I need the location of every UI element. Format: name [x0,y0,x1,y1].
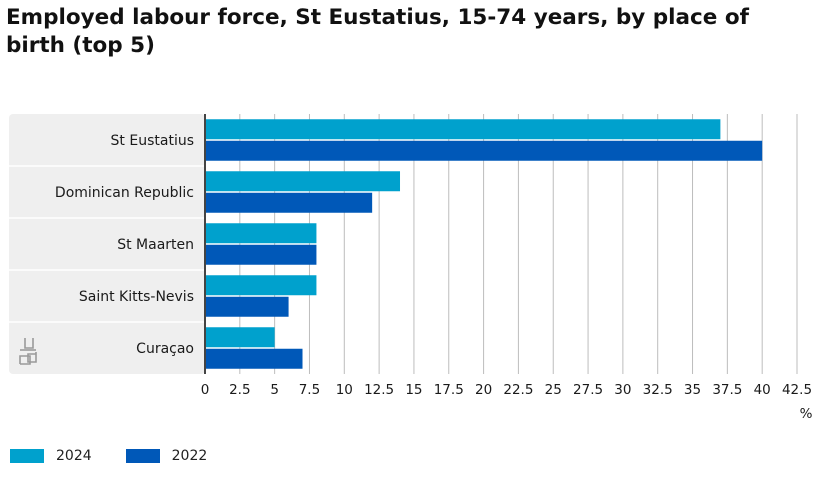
x-tick-label: 10 [336,382,353,398]
x-tick-label: 0 [201,382,210,398]
category-label: St Eustatius [111,133,194,149]
category-label: Curaçao [136,341,194,357]
legend-item-2022: 2022 [125,448,208,464]
x-tick-label: 30 [614,382,631,398]
category-label: St Maarten [117,237,194,253]
bar-2022 [205,296,289,317]
category-panel [9,114,205,374]
x-tick-label: 27.5 [573,382,603,398]
bar-2024 [205,327,275,348]
x-tick-label: 37.5 [712,382,742,398]
x-tick-label: 17.5 [434,382,464,398]
x-tick-label: 25 [545,382,562,398]
legend-swatch-2022 [125,449,160,463]
legend-swatch-2024 [10,449,44,463]
legend-label-2024: 2024 [56,448,92,464]
chart-title: Employed labour force, St Eustatius, 15-… [6,5,749,58]
x-tick-label: 12.5 [364,382,394,398]
bar-2024 [205,119,721,140]
x-tick-label: 40 [754,382,771,398]
x-tick-label: 20 [475,382,492,398]
x-tick-label: 15 [405,382,422,398]
bar-chart: St Eustatius Dominican Republic St Maarten… [9,114,813,422]
bar-2024 [205,171,401,192]
legend-item-2024: 2024 [10,448,92,464]
x-tick-label: 5 [270,382,279,398]
bar-2022 [205,192,373,213]
bar-2022 [205,348,303,369]
legend-label-2022: 2022 [171,448,208,464]
x-tick-label: 35 [684,382,701,398]
x-tick-label: 42.5 [782,382,812,398]
category-label: Saint Kitts-Nevis [79,289,194,305]
bar-2022 [205,244,317,265]
x-axis-unit: % [800,406,813,422]
x-tick-label: 7.5 [299,382,320,398]
x-tick-label: 32.5 [643,382,673,398]
category-label: Dominican Republic [55,185,194,201]
bar-2024 [205,275,317,296]
bar-2022 [205,140,763,161]
bar-2024 [205,223,317,244]
x-tick-label: 2.5 [229,382,250,398]
x-tick-label: 22.5 [503,382,533,398]
legend: 2024 2022 [10,446,241,466]
cbs-logo-icon [19,338,37,365]
